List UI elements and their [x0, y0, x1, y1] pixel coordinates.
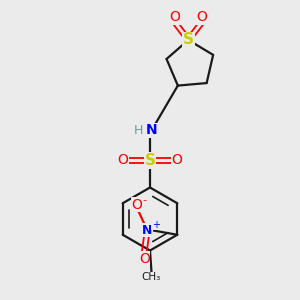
Text: O: O: [170, 10, 181, 24]
Text: CH₃: CH₃: [142, 272, 161, 283]
Text: O: O: [131, 198, 142, 212]
Text: N: N: [146, 124, 157, 137]
Text: +: +: [152, 220, 160, 230]
Text: -: -: [143, 195, 147, 205]
Text: N: N: [142, 224, 152, 237]
Text: H: H: [134, 124, 143, 137]
Text: S: S: [145, 153, 155, 168]
Text: O: O: [196, 10, 207, 24]
Text: O: O: [118, 154, 128, 167]
Text: O: O: [172, 154, 182, 167]
Text: S: S: [183, 32, 194, 47]
Text: O: O: [139, 252, 150, 266]
